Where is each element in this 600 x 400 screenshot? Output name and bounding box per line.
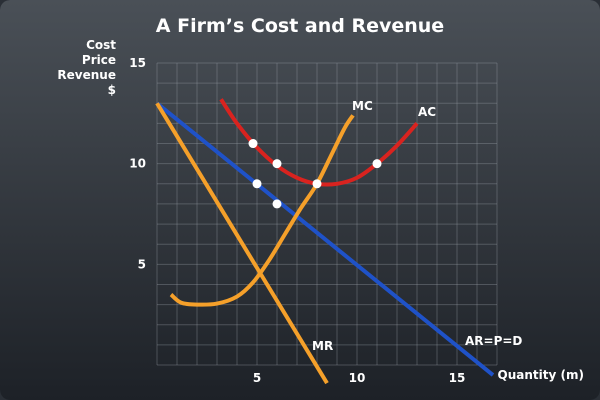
data-point — [372, 159, 382, 169]
data-point — [252, 179, 262, 189]
series-labels: AR=P=D MR MC AC — [312, 99, 522, 353]
x-axis-label: Quantity (m) — [498, 368, 584, 382]
data-point — [248, 139, 258, 149]
y-tick-label: 10 — [129, 157, 146, 171]
series-line-mr — [155, 102, 329, 385]
series-label-ar-p-d: AR=P=D — [465, 334, 522, 348]
y-tick-label: 15 — [129, 56, 146, 70]
series-line-ar-p-d — [155, 101, 495, 377]
data-point — [312, 179, 322, 189]
points-group — [248, 139, 382, 209]
data-point — [272, 159, 282, 169]
y-axis-label-line: $ — [108, 83, 116, 97]
tick-labels: 5 10 15 5 10 15 — [129, 56, 465, 385]
series-label-mc: MC — [352, 99, 373, 113]
y-tick-label: 5 — [138, 257, 146, 271]
x-tick-label: 15 — [449, 371, 466, 385]
x-tick-label: 10 — [349, 371, 366, 385]
y-axis-label-line: Cost — [86, 38, 116, 52]
x-tick-label: 5 — [253, 371, 261, 385]
y-axis-label: Cost Price Revenue $ — [57, 38, 116, 97]
series-line-mc — [169, 114, 355, 307]
data-point — [272, 199, 282, 209]
y-axis-label-line: Revenue — [57, 68, 116, 82]
series-label-ac: AC — [418, 105, 436, 119]
chart-title: A Firm’s Cost and Revenue — [156, 15, 444, 37]
series-label-mr: MR — [312, 339, 333, 353]
y-axis-label-line: Price — [82, 53, 116, 67]
